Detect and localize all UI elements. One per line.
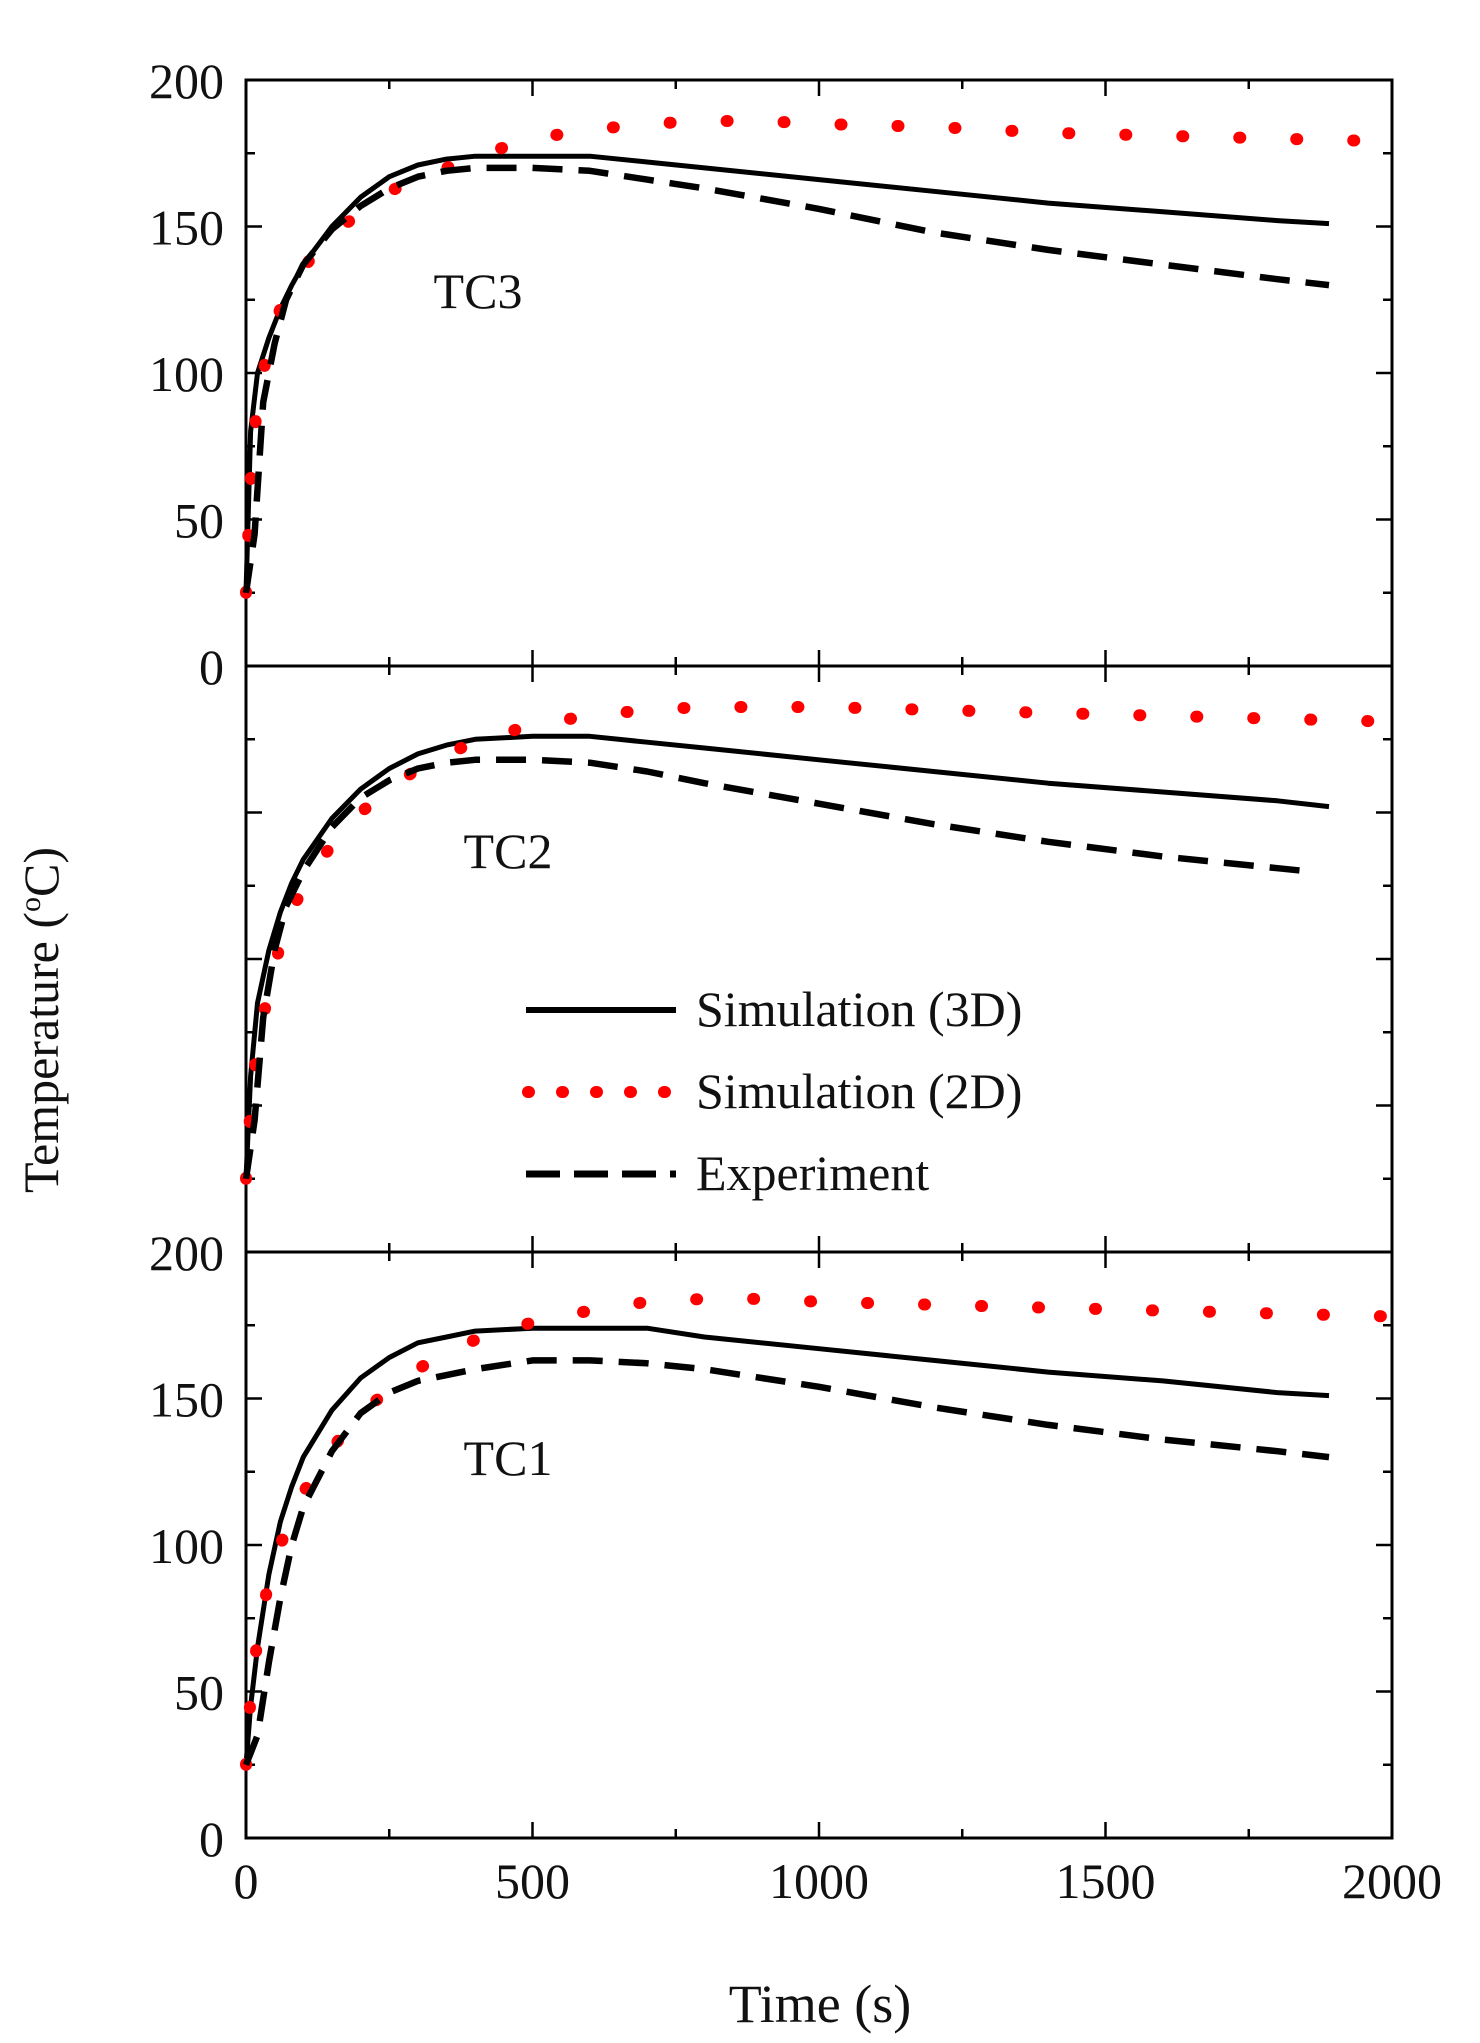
plot-frame-tc1 — [244, 1250, 1394, 1840]
series-tc2-simulation-3d — [243, 733, 1330, 1179]
series-tc2-experiment — [242, 756, 1307, 1180]
y-tick-label-tc1-200: 200 — [149, 1225, 224, 1281]
plot-frame-tc3 — [244, 78, 1394, 668]
y-tick-label-tc3-0: 0 — [199, 639, 224, 695]
x-tick-label-0: 0 — [234, 1853, 259, 1909]
x-tick-label-500: 500 — [495, 1853, 570, 1909]
series-tc1-experiment — [242, 1357, 1330, 1766]
y-axis-label-main: Temperature ( — [13, 912, 69, 1193]
x-tick-label-1500: 1500 — [1056, 1853, 1156, 1909]
x-tick-label-2000: 2000 — [1342, 1853, 1442, 1909]
legend-label-experiment: Experiment — [696, 1145, 929, 1201]
y-tick-label-tc3-200: 200 — [149, 53, 224, 109]
panel-label-tc1: TC1 — [464, 1430, 553, 1486]
legend: Simulation (3D) Simulation (2D) Experime… — [522, 981, 1022, 1201]
series-tc1-simulation-3d — [243, 1325, 1330, 1765]
panel-label-tc3: TC3 — [434, 263, 523, 319]
y-tick-label-tc1-100: 100 — [149, 1518, 224, 1574]
y-axis-label-unit: C) — [13, 847, 69, 897]
legend-label-simulation-3d: Simulation (3D) — [696, 981, 1022, 1037]
y-axis-label: Temperature (oC) — [13, 847, 69, 1193]
panel-label-tc2: TC2 — [464, 823, 553, 879]
x-axis-label: Time (s) — [729, 1974, 912, 2034]
series-tc3-experiment — [242, 164, 1330, 594]
y-tick-label-tc1-50: 50 — [174, 1665, 224, 1721]
y-tick-label-tc3-150: 150 — [149, 200, 224, 256]
y-tick-label-tc3-50: 50 — [174, 493, 224, 549]
series-tc3-simulation-2d — [240, 115, 1398, 599]
legend-label-simulation-2d: Simulation (2D) — [696, 1063, 1022, 1119]
x-tick-label-1000: 1000 — [769, 1853, 869, 1909]
y-tick-label-tc1-150: 150 — [149, 1372, 224, 1428]
y-axis-label-superscript: o — [14, 897, 47, 912]
series-tc3-simulation-3d — [243, 153, 1330, 593]
y-tick-label-tc1-0: 0 — [199, 1811, 224, 1867]
y-tick-label-tc3-100: 100 — [149, 346, 224, 402]
series-tc1-simulation-2d — [240, 1292, 1398, 1771]
